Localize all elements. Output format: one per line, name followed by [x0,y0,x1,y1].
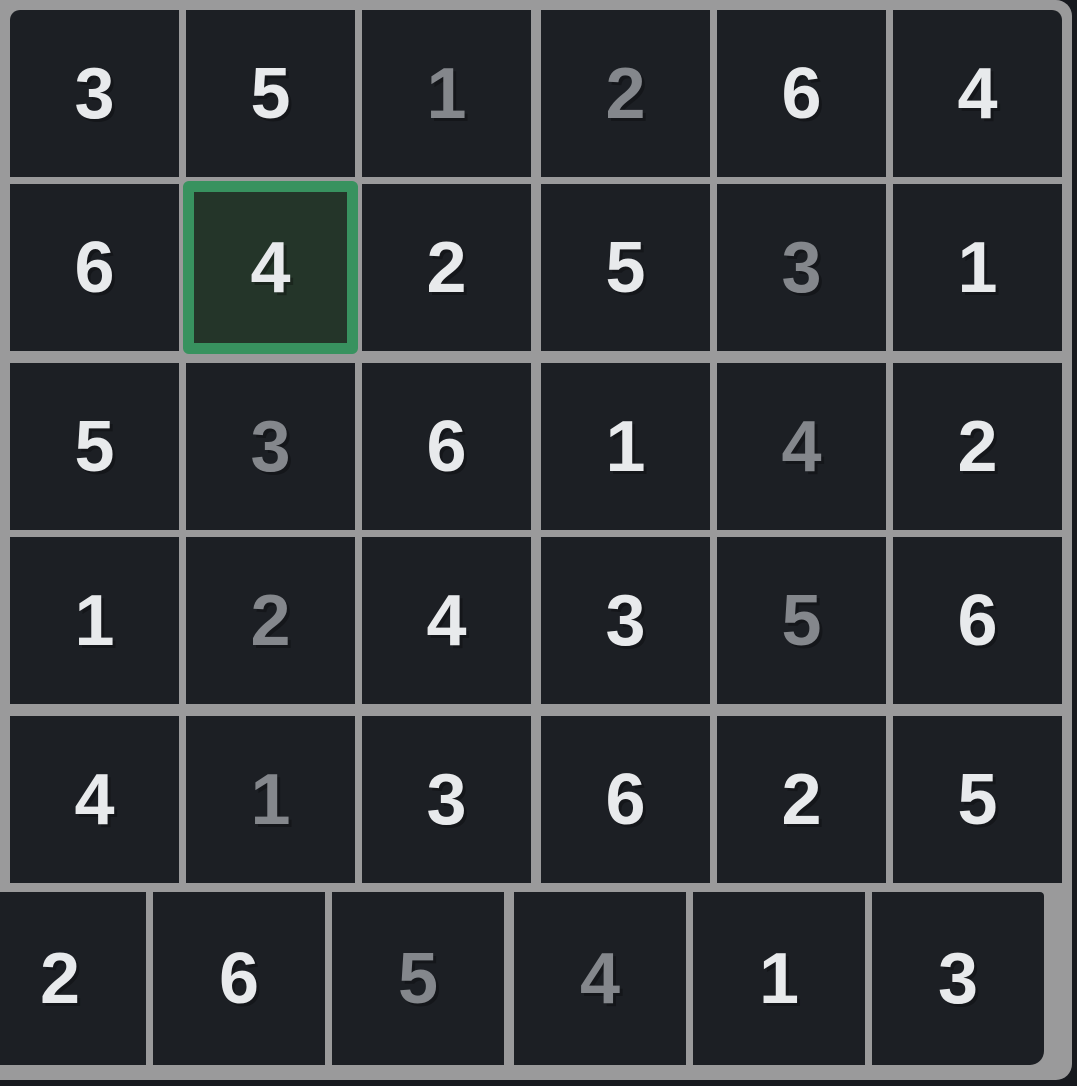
grid-row-3: 5 3 6 1 4 2 [10,363,1062,530]
grid-cell-r5c2[interactable]: 1 [186,716,355,883]
grid-row-5: 4 1 3 6 2 5 [10,716,1062,883]
grid-cell-r4c4[interactable]: 3 [541,537,710,704]
grid-cell-r5c5[interactable]: 2 [717,716,886,883]
grid-cell-r5c3[interactable]: 3 [362,716,531,883]
grid-cell-r1c1[interactable]: 3 [10,10,179,177]
grid-row-6-offset: 2 6 5 4 1 3 [0,892,1044,1065]
grid-row-4: 1 2 4 3 5 6 [10,537,1062,704]
grid-cell-r6c1[interactable]: 2 [0,892,146,1065]
grid-cell-r3c5[interactable]: 4 [717,363,886,530]
grid-cell-r6c3[interactable]: 5 [332,892,504,1065]
grid-rows-1-to-5: 3 5 1 2 6 4 6 4 2 5 3 1 5 3 6 1 4 2 1 2 … [10,10,1062,883]
grid-cell-r1c4[interactable]: 2 [541,10,710,177]
grid-row-1: 3 5 1 2 6 4 [10,10,1062,177]
grid-cell-r1c6[interactable]: 4 [893,10,1062,177]
grid-cell-r2c1[interactable]: 6 [10,184,179,351]
grid-cell-r4c3[interactable]: 4 [362,537,531,704]
grid-cell-r4c2[interactable]: 2 [186,537,355,704]
grid-cell-r2c6[interactable]: 1 [893,184,1062,351]
grid-cell-r6c2[interactable]: 6 [153,892,325,1065]
grid-cell-r4c6[interactable]: 6 [893,537,1062,704]
grid-cell-r2c4[interactable]: 5 [541,184,710,351]
grid-cell-r3c6[interactable]: 2 [893,363,1062,530]
grid-cell-r6c5[interactable]: 1 [693,892,865,1065]
grid-cell-r3c1[interactable]: 5 [10,363,179,530]
grid-cell-r3c4[interactable]: 1 [541,363,710,530]
grid-cell-r1c2[interactable]: 5 [186,10,355,177]
grid-cell-r4c1[interactable]: 1 [10,537,179,704]
grid-cell-r2c3[interactable]: 2 [362,184,531,351]
grid-cell-r2c5[interactable]: 3 [717,184,886,351]
grid-cell-r5c6[interactable]: 5 [893,716,1062,883]
grid-cell-r1c5[interactable]: 6 [717,10,886,177]
grid-cell-r3c3[interactable]: 6 [362,363,531,530]
grid-cell-r1c3[interactable]: 1 [362,10,531,177]
grid-cell-r5c1[interactable]: 4 [10,716,179,883]
grid-cell-r6c4[interactable]: 4 [514,892,686,1065]
grid-cell-r3c2[interactable]: 3 [186,363,355,530]
grid-row-6: 2 6 5 4 1 3 [0,892,1044,1065]
grid-cell-r5c4[interactable]: 6 [541,716,710,883]
grid-cell-r6c6[interactable]: 3 [872,892,1044,1065]
grid-cell-r4c5[interactable]: 5 [717,537,886,704]
grid-row-2: 6 4 2 5 3 1 [10,184,1062,351]
grid-cell-r2c2-selected[interactable]: 4 [186,184,355,351]
